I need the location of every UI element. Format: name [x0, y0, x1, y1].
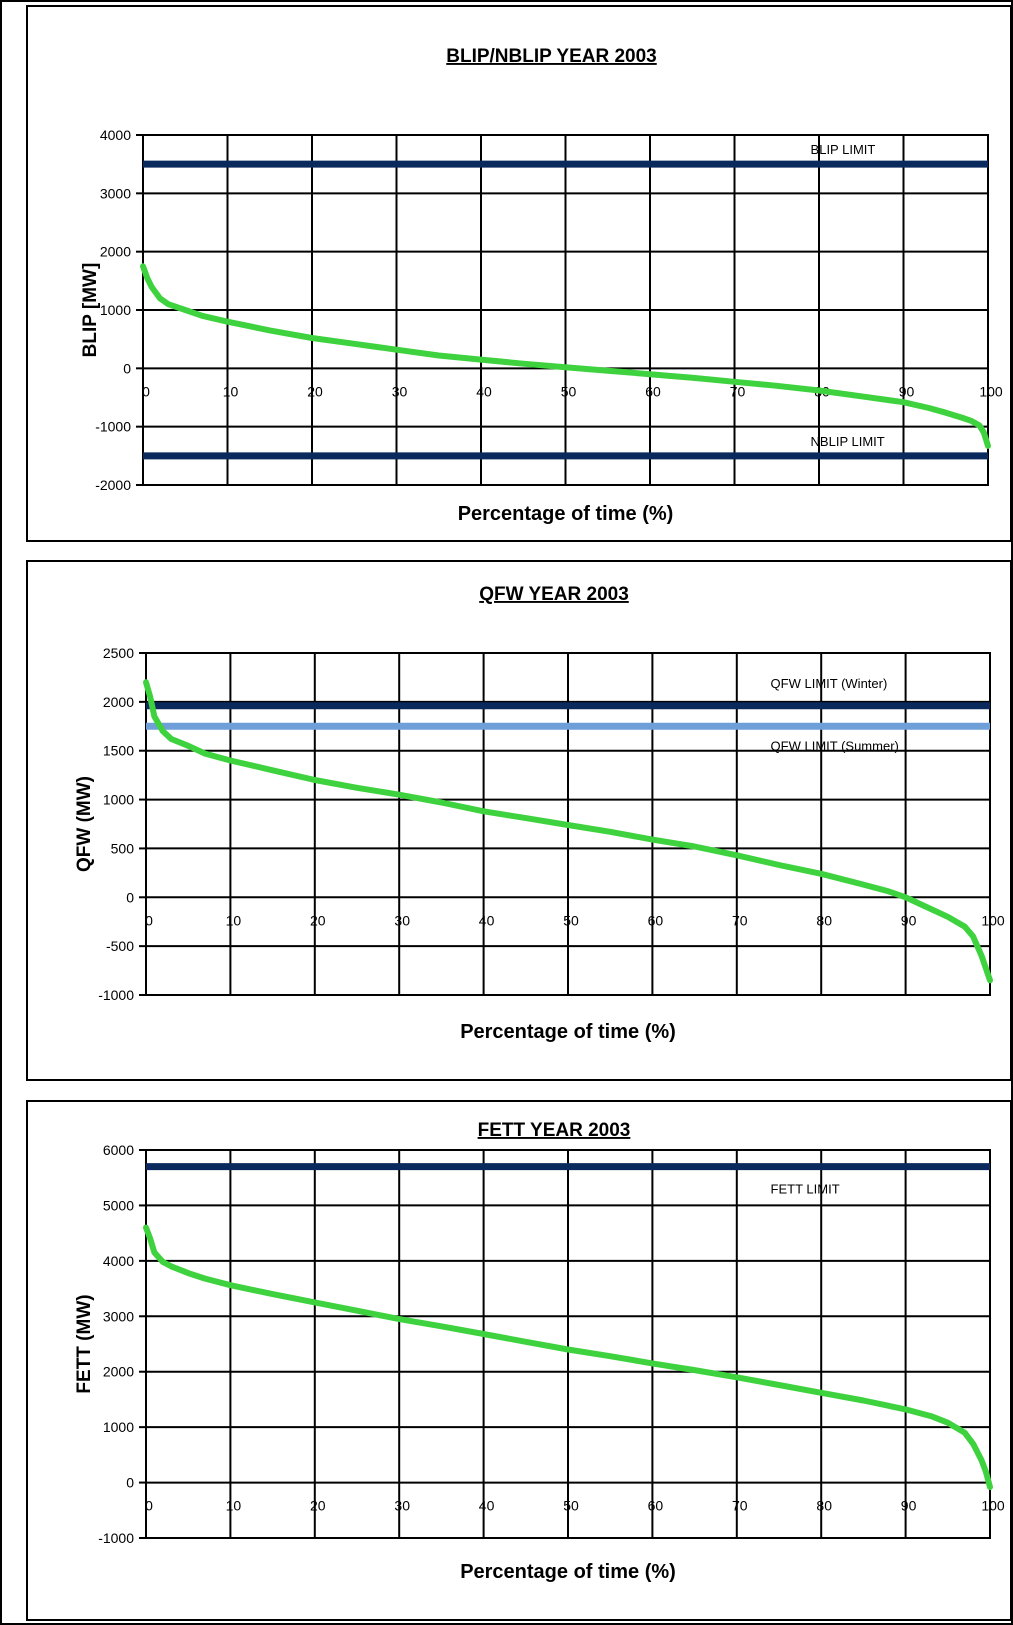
y-tick-label: 1000: [100, 302, 131, 318]
y-tick-label: 4000: [103, 1253, 134, 1269]
x-tick-label: 0: [145, 912, 153, 928]
x-tick-label: 60: [648, 1498, 664, 1514]
qfw-chart: QFW YEAR 2003-1000-500050010001500200025…: [74, 584, 1005, 1043]
y-tick-label: 500: [111, 840, 135, 856]
data-series-line: [143, 679, 993, 984]
x-axis-label: Percentage of time (%): [458, 503, 674, 525]
chart-title: QFW YEAR 2003: [479, 584, 629, 605]
y-tick-label: 6000: [103, 1142, 134, 1158]
qfw-chart-panel: QFW YEAR 2003 -1000 -500 0 500 1000 1500 2000 25…: [26, 560, 1012, 1081]
y-tick-label: 3000: [100, 185, 131, 201]
y-tick-label: 2000: [100, 244, 131, 260]
plot-area: [145, 652, 991, 996]
x-tick-label: 30: [394, 1498, 410, 1514]
x-tick-label: 10: [223, 383, 239, 399]
y-tick-label: 1000: [103, 1419, 134, 1435]
fett-chart: FETT YEAR 2003-1000010002000300040005000…: [74, 1120, 1005, 1583]
limit-label: FETT LIMIT: [771, 1182, 840, 1197]
y-tick-label: -2000: [95, 477, 131, 493]
blip-chart: BLIP/NBLIP YEAR 2003-2000-10000100020003…: [80, 46, 1003, 525]
y-tick-label: 2000: [103, 1364, 134, 1380]
x-tick-label: 90: [899, 383, 915, 399]
x-tick-label: 30: [392, 383, 408, 399]
chart-title: FETT YEAR 2003: [478, 1120, 631, 1141]
y-tick-label: 0: [126, 889, 134, 905]
x-tick-label: 20: [310, 912, 326, 928]
plot-area: [145, 1149, 991, 1539]
x-axis-label: Percentage of time (%): [460, 1021, 676, 1043]
y-axis-label: QFW (MW): [74, 776, 95, 872]
blip-chart-panel: BLIP/NBLIP YEAR 2003 -2000 -1000 0 1000 2000 3…: [26, 5, 1012, 542]
limit-label: NBLIP LIMIT: [811, 434, 885, 449]
x-tick-label: 20: [310, 1498, 326, 1514]
x-tick-label: 70: [732, 1498, 748, 1514]
y-axis-label: FETT (MW): [74, 1294, 95, 1393]
x-tick-label: 80: [816, 1498, 832, 1514]
y-tick-label: 5000: [103, 1197, 134, 1213]
x-tick-label: 30: [394, 912, 410, 928]
y-tick-label: -1000: [95, 419, 131, 435]
limit-label: BLIP LIMIT: [811, 142, 876, 157]
x-tick-label: 60: [648, 912, 664, 928]
chart-title: BLIP/NBLIP YEAR 2003: [446, 46, 656, 67]
y-tick-label: 4000: [100, 127, 131, 143]
data-series-line: [143, 1224, 993, 1490]
x-tick-label: 90: [901, 1498, 917, 1514]
y-tick-label: -500: [106, 938, 134, 954]
x-tick-label: 90: [901, 912, 917, 928]
y-tick-label: 3000: [103, 1308, 134, 1324]
x-tick-label: 40: [479, 1498, 495, 1514]
limit-label: QFW LIMIT (Summer): [771, 738, 899, 753]
y-tick-label: 2000: [103, 694, 134, 710]
x-tick-label: 10: [226, 1498, 242, 1514]
x-tick-label: 50: [561, 383, 577, 399]
x-tick-label: 0: [145, 1498, 153, 1514]
x-tick-label: 10: [226, 912, 242, 928]
y-tick-label: 1000: [103, 792, 134, 808]
y-axis-label: BLIP [MW]: [80, 263, 101, 358]
y-tick-label: 2500: [103, 645, 134, 661]
x-tick-label: 60: [645, 383, 661, 399]
y-tick-label: 1500: [103, 743, 134, 759]
x-tick-label: 100: [979, 383, 1003, 399]
y-tick-label: 0: [123, 360, 131, 376]
data-series-line: [140, 263, 991, 449]
fett-chart-panel: FETT YEAR 2003 -1000 0 1000 2000 3000 4000 5000…: [26, 1100, 1012, 1621]
x-tick-label: 0: [142, 383, 150, 399]
y-tick-label: 0: [126, 1475, 134, 1491]
x-tick-label: 20: [307, 383, 323, 399]
x-tick-label: 40: [476, 383, 492, 399]
x-tick-label: 40: [479, 912, 495, 928]
x-tick-label: 70: [732, 912, 748, 928]
x-tick-label: 100: [981, 912, 1005, 928]
x-tick-label: 80: [816, 912, 832, 928]
limit-label: QFW LIMIT (Winter): [771, 676, 888, 691]
x-tick-label: 70: [730, 383, 746, 399]
x-tick-label: 50: [563, 912, 579, 928]
x-tick-label: 100: [981, 1498, 1005, 1514]
x-axis-label: Percentage of time (%): [460, 1561, 676, 1583]
x-tick-label: 50: [563, 1498, 579, 1514]
y-tick-label: -1000: [98, 1530, 134, 1546]
y-tick-label: -1000: [98, 987, 134, 1003]
